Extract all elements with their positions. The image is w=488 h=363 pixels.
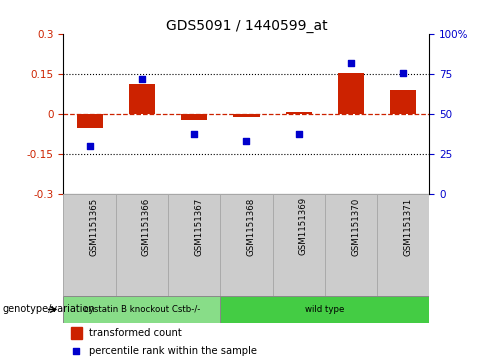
Text: GSM1151365: GSM1151365 [90,197,99,256]
Text: transformed count: transformed count [89,328,182,338]
Bar [285,112,312,114]
Bar [338,73,364,114]
Text: GSM1151369: GSM1151369 [299,197,308,256]
Point [399,70,407,76]
Text: GSM1151370: GSM1151370 [351,197,360,256]
Text: genotype/variation: genotype/variation [2,305,95,314]
Bar [129,84,155,114]
Text: cystatin B knockout Cstb-/-: cystatin B knockout Cstb-/- [83,305,200,314]
Text: wild type: wild type [305,305,345,314]
Point [138,76,146,82]
Text: GSM1151366: GSM1151366 [142,197,151,256]
Bar [116,194,168,296]
Bar [71,327,82,339]
Point [347,60,355,66]
Bar [181,114,207,120]
Bar [220,296,429,323]
Bar [325,194,377,296]
Bar [63,194,116,296]
Bar [390,90,416,114]
Point [190,131,198,136]
Bar [63,296,220,323]
Point [295,131,303,136]
Point [72,348,80,354]
Point [86,143,94,149]
Bar [77,114,102,128]
Point [243,139,250,144]
Text: GSM1151368: GSM1151368 [246,197,255,256]
Title: GDS5091 / 1440599_at: GDS5091 / 1440599_at [165,20,327,33]
Text: GSM1151367: GSM1151367 [194,197,203,256]
Bar [168,194,220,296]
Bar [377,194,429,296]
Bar [220,194,273,296]
Bar [273,194,325,296]
Text: GSM1151371: GSM1151371 [403,197,412,256]
Text: percentile rank within the sample: percentile rank within the sample [89,346,257,356]
Bar [233,114,260,117]
